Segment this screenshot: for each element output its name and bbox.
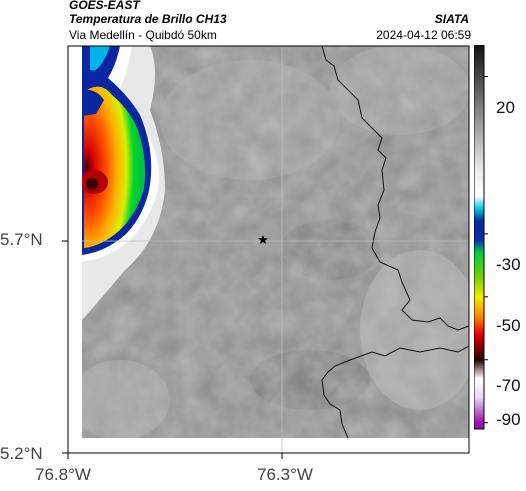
colorbar [474, 45, 488, 430]
map-title-satellite: GOES-EAST [69, 0, 140, 12]
star-marker-icon [258, 235, 268, 244]
timestamp-label: 2024-04-12 06:59 [376, 28, 471, 42]
organization-label: SIATA [434, 12, 469, 26]
y-tick-label: 5.2°N [0, 444, 43, 463]
colorbar-tick-label: -70 [496, 376, 521, 395]
colorbar-tick-label: -50 [496, 316, 521, 335]
colorbar-tick-label: 20 [496, 98, 515, 117]
department-boundary-lines [321, 45, 470, 439]
brightness-temperature-field [82, 46, 469, 438]
map-title-product: Temperatura de Brillo CH13 [69, 12, 227, 26]
map-subtitle: Via Medellín - Quibdó 50km [69, 28, 217, 42]
y-tick-label: 5.7°N [0, 230, 43, 249]
x-tick-label: 76.8°W [35, 465, 91, 484]
map-frame-border [67, 45, 470, 454]
x-tick-label: 76.3°W [257, 465, 313, 484]
colorbar-tick-label: -30 [496, 255, 521, 274]
colorbar-tick-label: -90 [496, 410, 521, 429]
